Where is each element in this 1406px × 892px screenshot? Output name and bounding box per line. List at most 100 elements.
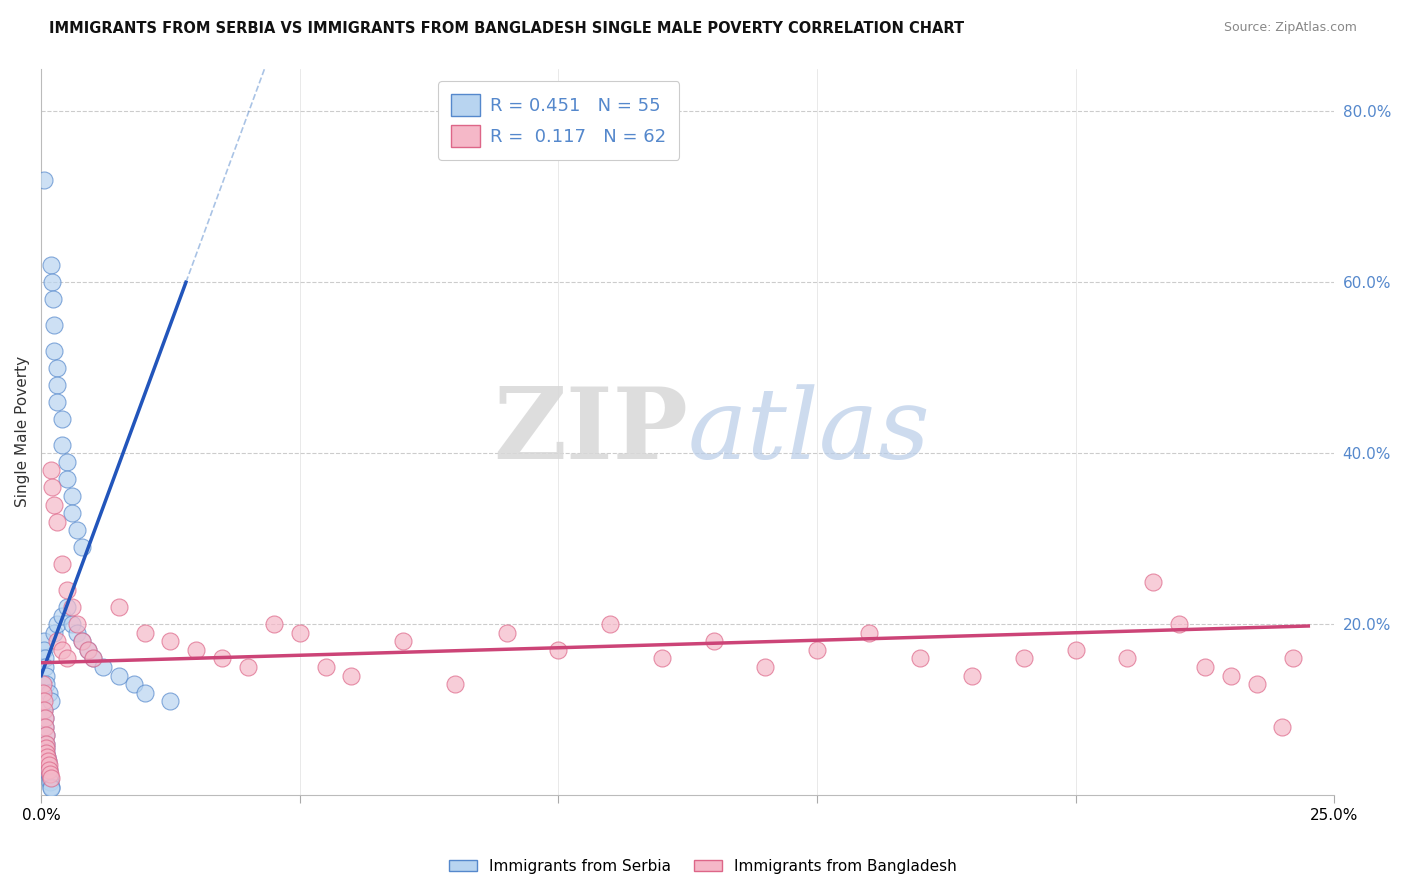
Point: [37, 754, 59, 768]
Point: [35, 746, 58, 760]
Point: [41, 780, 63, 794]
Point: [38, 763, 60, 777]
Text: Source: ZipAtlas.com: Source: ZipAtlas.com: [1223, 21, 1357, 34]
Point: [122, 677, 145, 691]
Point: [51, 643, 73, 657]
Point: [72, 634, 94, 648]
Point: [37, 749, 59, 764]
Point: [315, 660, 337, 674]
Point: [35, 728, 58, 742]
Point: [41, 463, 63, 477]
Point: [1281, 651, 1303, 665]
Point: [37, 754, 59, 768]
Point: [42, 343, 65, 358]
Point: [38, 686, 60, 700]
Point: [35, 737, 58, 751]
Point: [45, 395, 67, 409]
Point: [34, 711, 56, 725]
Point: [39, 775, 62, 789]
Point: [38, 758, 60, 772]
Point: [651, 651, 673, 665]
Point: [107, 668, 129, 682]
Point: [35, 668, 58, 682]
Point: [35, 677, 58, 691]
Point: [42, 293, 65, 307]
Point: [66, 625, 89, 640]
Point: [340, 668, 363, 682]
Point: [1246, 677, 1268, 691]
Point: [806, 643, 828, 657]
Point: [82, 651, 104, 665]
Point: [41, 258, 63, 272]
Point: [91, 660, 114, 674]
Point: [32, 694, 55, 708]
Point: [263, 617, 285, 632]
Point: [134, 686, 156, 700]
Point: [45, 617, 67, 632]
Point: [42, 318, 65, 332]
Text: atlas: atlas: [688, 384, 931, 480]
Point: [38, 767, 60, 781]
Point: [39, 767, 62, 781]
Point: [910, 651, 932, 665]
Point: [107, 600, 129, 615]
Point: [186, 643, 208, 657]
Y-axis label: Single Male Poverty: Single Male Poverty: [15, 356, 30, 508]
Point: [211, 651, 233, 665]
Point: [1116, 651, 1139, 665]
Point: [34, 720, 56, 734]
Point: [66, 523, 89, 537]
Point: [159, 634, 181, 648]
Point: [82, 651, 104, 665]
Point: [45, 515, 67, 529]
Point: [34, 711, 56, 725]
Point: [134, 625, 156, 640]
Legend: R = 0.451   N = 55, R =  0.117   N = 62: R = 0.451 N = 55, R = 0.117 N = 62: [439, 81, 679, 160]
Point: [35, 741, 58, 756]
Point: [45, 360, 67, 375]
Point: [1142, 574, 1164, 589]
Point: [41, 481, 63, 495]
Point: [1219, 668, 1241, 682]
Point: [159, 694, 181, 708]
Point: [32, 634, 55, 648]
Point: [41, 694, 63, 708]
Point: [702, 634, 724, 648]
Point: [51, 412, 73, 426]
Point: [37, 749, 59, 764]
Point: [60, 506, 83, 520]
Point: [56, 583, 79, 598]
Point: [35, 746, 58, 760]
Point: [38, 763, 60, 777]
Point: [56, 455, 79, 469]
Point: [32, 172, 55, 186]
Point: [72, 541, 94, 555]
Point: [1271, 720, 1294, 734]
Point: [1064, 643, 1087, 657]
Point: [41, 275, 63, 289]
Point: [32, 703, 55, 717]
Point: [1194, 660, 1216, 674]
Point: [51, 438, 73, 452]
Point: [38, 771, 60, 785]
Point: [236, 660, 259, 674]
Point: [42, 498, 65, 512]
Point: [34, 651, 56, 665]
Point: [60, 600, 83, 615]
Point: [56, 651, 79, 665]
Point: [45, 377, 67, 392]
Point: [76, 643, 98, 657]
Point: [32, 703, 55, 717]
Point: [60, 489, 83, 503]
Point: [32, 686, 55, 700]
Point: [42, 625, 65, 640]
Text: IMMIGRANTS FROM SERBIA VS IMMIGRANTS FROM BANGLADESH SINGLE MALE POVERTY CORRELA: IMMIGRANTS FROM SERBIA VS IMMIGRANTS FRO…: [49, 21, 965, 36]
Point: [1168, 617, 1191, 632]
Point: [392, 634, 415, 648]
Point: [599, 617, 621, 632]
Point: [76, 643, 98, 657]
Point: [45, 634, 67, 648]
Point: [754, 660, 776, 674]
Point: [51, 558, 73, 572]
Point: [56, 472, 79, 486]
